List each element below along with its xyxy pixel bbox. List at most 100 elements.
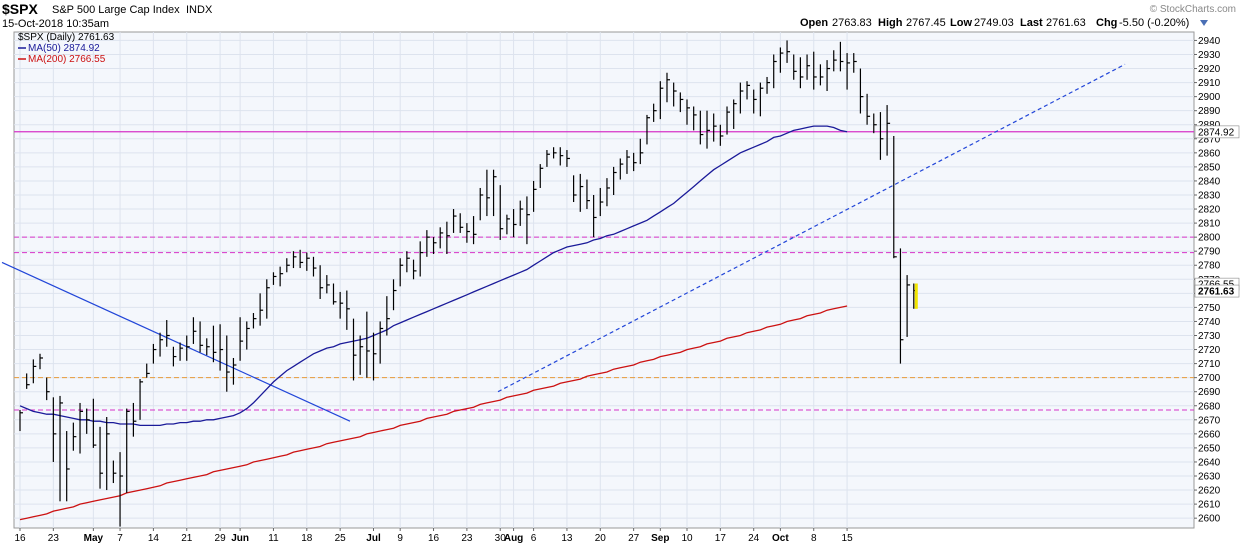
y-tick-label: 2710	[1198, 359, 1221, 370]
ohlc-bar	[693, 106, 697, 131]
ohlc-bar	[566, 150, 570, 167]
legend: $SPX (Daily) 2761.63 MA(50) 2874.92 MA(2…	[18, 32, 115, 65]
x-tick-label: Sep	[651, 533, 669, 544]
ohlc-bar	[866, 93, 871, 125]
ohlc-bar	[626, 150, 630, 174]
x-tick-label: 8	[811, 533, 817, 544]
ohlc-bar	[839, 41, 844, 72]
y-tick-label: 2630	[1198, 472, 1221, 483]
y-tick-label: 2900	[1198, 92, 1221, 103]
ohlc-bar	[259, 293, 264, 326]
chg-label: Chg	[1096, 17, 1117, 29]
last-value-tag: 2761.63	[1198, 287, 1235, 298]
x-tick-label: 15	[842, 533, 854, 544]
x-tick-label: 27	[628, 533, 640, 544]
ohlc-bar	[472, 216, 477, 245]
ohlc-bar	[392, 279, 397, 311]
plot-area	[13, 31, 1195, 529]
ohlc-bar	[546, 150, 550, 167]
x-tick-label: 11	[268, 533, 279, 544]
y-tick-label: 2610	[1198, 500, 1221, 511]
ohlc-bar	[532, 180, 537, 212]
x-tick-label: Oct	[772, 533, 789, 544]
ohlc-bar	[339, 291, 344, 319]
ohlc-bar	[799, 57, 804, 89]
y-tick-label: 2730	[1198, 331, 1221, 342]
ohlc-bar	[199, 321, 204, 353]
ohlc-bar	[119, 452, 124, 527]
chg-value: -5.50 (-0.20%)	[1119, 17, 1189, 29]
ohlc-bar	[452, 209, 457, 233]
ohlc-bar	[519, 200, 524, 226]
chart-header: $SPX S&P 500 Large Cap Index INDX 15-Oct…	[2, 1, 1236, 30]
ohlc-bar	[419, 241, 424, 277]
ohlc-bar	[139, 379, 144, 420]
ohlc-bar	[492, 169, 497, 217]
x-tick-label: 21	[181, 533, 193, 544]
ohlc-bar	[326, 275, 330, 294]
ohlc-bar	[819, 64, 824, 86]
x-tick-label: 7	[117, 533, 123, 544]
ohlc-bar	[633, 152, 637, 172]
ohlc-bar	[112, 460, 117, 484]
ohlc-bar	[639, 138, 644, 165]
ohlc-bar	[26, 373, 30, 389]
ohlc-bar	[52, 397, 57, 462]
ma200-line	[19, 305, 848, 521]
ohlc-bar	[599, 187, 604, 217]
last-value: 2761.63	[1046, 17, 1086, 29]
ohlc-bar	[252, 313, 257, 329]
ma50-value-tag: 2874.92	[1198, 127, 1235, 138]
ohlc-bar	[859, 68, 864, 114]
y-tick-label: 2750	[1198, 303, 1221, 314]
ohlc-bar	[466, 223, 470, 243]
triangle-down-icon[interactable]	[1200, 20, 1208, 26]
ohlc-bar	[166, 320, 170, 347]
ohlc-bar	[486, 169, 490, 217]
x-tick-label: 23	[461, 533, 473, 544]
ohlc-bar	[512, 209, 517, 238]
ohlc-bar	[372, 332, 377, 381]
y-tick-label: 2830	[1198, 190, 1221, 201]
ohlc-bar	[559, 147, 564, 166]
ohlc-bar	[126, 408, 130, 493]
ohlc-bar	[619, 158, 624, 180]
ohlc-bar	[366, 311, 370, 378]
y-tick-label: 2620	[1198, 486, 1221, 497]
legend-ma200: MA(200) 2766.55	[28, 54, 106, 65]
ohlc-bar	[753, 89, 757, 114]
trend-lines	[1, 63, 1126, 422]
ohlc-bar	[192, 317, 197, 344]
x-tick-label: Jul	[366, 533, 381, 544]
y-tick-label: 2650	[1198, 443, 1221, 454]
ohlc-bar	[806, 54, 811, 80]
ohlc-bar	[719, 124, 724, 146]
x-tick-label: Aug	[504, 533, 523, 544]
ohlc-bar	[412, 259, 417, 280]
ohlc-bar	[106, 416, 110, 491]
y-tick-label: 2700	[1198, 373, 1221, 384]
y-tick-label: 2640	[1198, 457, 1221, 468]
ohlc-bar	[332, 283, 337, 305]
ohlc-bar	[266, 279, 270, 319]
ohlc-bar	[699, 110, 704, 145]
ohlc-bar	[499, 185, 504, 240]
y-tick-label: 2740	[1198, 317, 1221, 328]
ohlc-bar	[459, 213, 464, 233]
ohlc-bar	[279, 266, 284, 287]
y-tick-label: 2800	[1198, 233, 1221, 244]
ohlc-bar	[19, 409, 23, 432]
ohlc-bar	[146, 363, 150, 378]
ohlc-bar	[299, 249, 304, 269]
ohlc-bar	[272, 272, 277, 285]
ohlc-bar	[426, 230, 430, 257]
ohlc-bar	[833, 50, 837, 72]
y-tick-label: 2810	[1198, 219, 1221, 230]
ohlc-bar	[72, 422, 77, 451]
y-tick-label: 2870	[1198, 134, 1221, 145]
ohlc-bar	[773, 54, 777, 89]
y-axis: 2600 2610 2620 2630 2640 2650 2660 2670 2680 2690…	[1194, 36, 1240, 525]
ohlc-bar	[99, 426, 104, 489]
x-tick-label: 10	[681, 533, 693, 544]
ma50-line	[19, 125, 848, 427]
